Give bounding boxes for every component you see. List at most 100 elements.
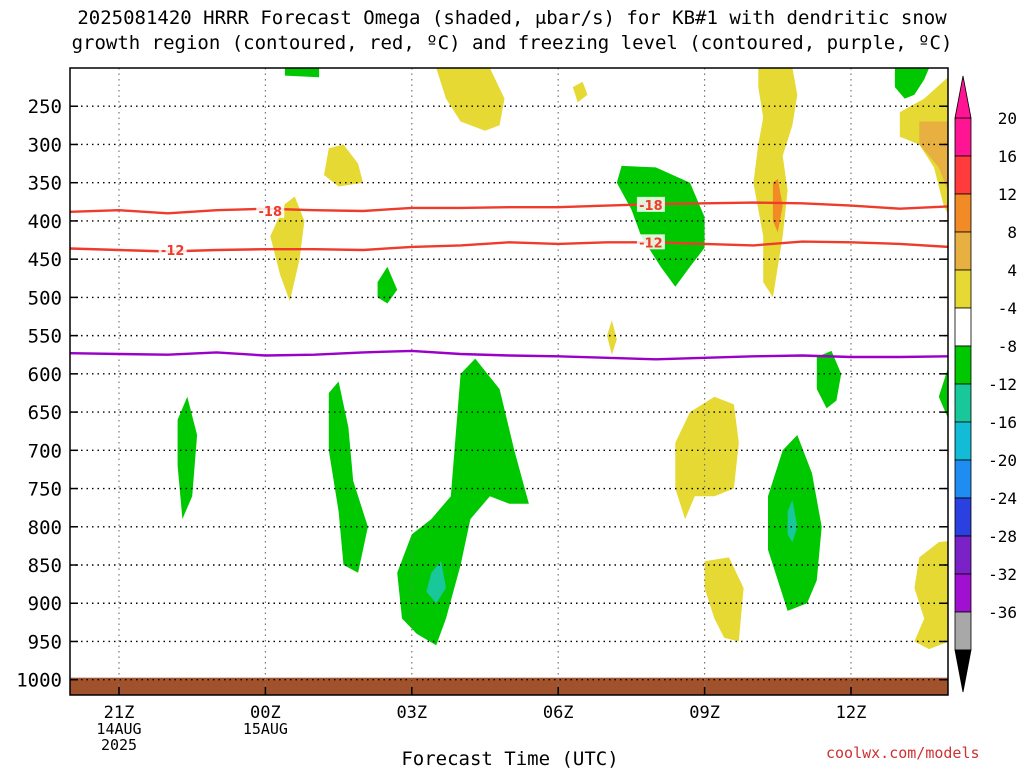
colorbar-swatch xyxy=(954,345,972,385)
colorbar-bottom-triangle xyxy=(954,649,972,693)
terrain-layer xyxy=(70,677,948,695)
x-tick-label: 03Z xyxy=(396,703,427,723)
omega-region-yellow xyxy=(675,396,739,520)
colorbar-label: 16 xyxy=(998,147,1017,166)
y-tick-label: 900 xyxy=(28,593,62,615)
colorbar-label: -4 xyxy=(998,299,1017,318)
colorbar-label: 8 xyxy=(1007,223,1017,242)
colorbar-swatch xyxy=(954,421,972,461)
colorbar-swatch xyxy=(954,155,972,195)
chart-title-line1: 2025081420 HRRR Forecast Omega (shaded, … xyxy=(77,7,947,29)
colorbar-label: -20 xyxy=(988,451,1017,470)
colorbar: 20 16 12 8 4 -4 -8 -12 -16 -20 -24 -28 -32 -36 xyxy=(954,75,1017,693)
contour-line xyxy=(70,240,948,253)
colorbar-swatch xyxy=(954,231,972,271)
y-tick-label: 800 xyxy=(28,517,62,539)
colorbar-label: -28 xyxy=(988,527,1017,546)
y-tick-label: 550 xyxy=(28,326,62,348)
y-tick-label: 700 xyxy=(28,440,62,462)
y-tick-label: 1000 xyxy=(16,670,62,692)
omega-region-green xyxy=(328,381,368,573)
omega-region-green xyxy=(397,358,529,646)
contour-line xyxy=(70,349,948,361)
x-tick-label: 15AUG xyxy=(243,720,288,738)
omega-region-yellow xyxy=(436,68,505,131)
colorbar-label: 4 xyxy=(1007,261,1017,280)
colorbar-label: -24 xyxy=(988,489,1017,508)
omega-region-green xyxy=(284,68,320,78)
y-tick-label: 250 xyxy=(28,96,62,118)
omega-region-yellow xyxy=(607,320,617,355)
colorbar-label: 20 xyxy=(998,109,1017,128)
y-tick-label: 600 xyxy=(28,364,62,386)
contour-label-bg xyxy=(158,241,187,257)
omega-region-teal xyxy=(426,561,446,604)
y-tick-label: 850 xyxy=(28,555,62,577)
colorbar-top-triangle xyxy=(954,75,972,119)
contour-label: -12 xyxy=(639,236,663,251)
colorbar-swatch xyxy=(954,117,972,157)
colorbar-swatch xyxy=(954,497,972,537)
x-tick-label: 06Z xyxy=(543,703,574,723)
contour-label-bg xyxy=(256,202,285,218)
contour-label: -12 xyxy=(161,244,185,259)
contour-label: -18 xyxy=(259,205,283,220)
site-credit: coolwx.com/models xyxy=(826,744,980,762)
omega-region-yellow xyxy=(324,144,363,187)
plot-frame xyxy=(69,67,949,696)
omega-region-green xyxy=(938,368,948,419)
colorbar-swatch xyxy=(954,193,972,233)
omega-region-green xyxy=(616,165,705,287)
contour-line xyxy=(70,201,948,215)
colorbar-swatch xyxy=(954,535,972,575)
colorbar-swatch xyxy=(954,611,972,651)
contour-label: -18 xyxy=(639,199,663,214)
omega-region-yellow xyxy=(572,81,588,103)
chart-title-line2: growth region (contoured, red, ºC) and f… xyxy=(71,32,953,54)
omega-region-green xyxy=(816,350,842,409)
grid-lines xyxy=(70,68,948,695)
colorbar-swatch xyxy=(954,573,972,613)
contour-label-bg xyxy=(636,234,665,250)
y-tick-label: 500 xyxy=(28,287,62,309)
contour-lines xyxy=(70,201,948,361)
colorbar-label: -36 xyxy=(988,603,1017,622)
contour-labels: -18 -12 -18 -12 xyxy=(158,196,665,259)
chart-title: 2025081420 HRRR Forecast Omega (shaded, … xyxy=(0,6,1024,56)
y-tick-label: 350 xyxy=(28,173,62,195)
y-tick-label: 400 xyxy=(28,211,62,233)
omega-region-yellow xyxy=(914,541,948,650)
y-axis-ticks: 250 300 350 400 450 500 550 600 650 700 750 800 850 9… xyxy=(16,96,948,692)
omega-region-gold xyxy=(919,121,948,192)
omega-region-green xyxy=(377,266,398,304)
y-tick-label: 650 xyxy=(28,402,62,424)
colorbar-swatch xyxy=(954,383,972,423)
colorbar-swatch xyxy=(954,307,972,347)
x-tick-label: 2025 xyxy=(101,736,137,754)
x-tick-label: 00Z xyxy=(250,703,281,723)
colorbar-label: -16 xyxy=(988,413,1017,432)
omega-region-teal xyxy=(787,500,798,543)
omega-region-orange xyxy=(772,178,783,233)
colorbar-swatch xyxy=(954,269,972,309)
colorbar-label: -8 xyxy=(998,337,1017,356)
colorbar-swatch xyxy=(954,459,972,499)
x-axis-label: Forecast Time (UTC) xyxy=(401,748,618,768)
x-tick-label: 12Z xyxy=(836,703,867,723)
x-tick-label: 21Z xyxy=(104,703,135,723)
y-tick-label: 300 xyxy=(28,134,62,156)
colorbar-label: 12 xyxy=(998,185,1017,204)
x-tick-label: 09Z xyxy=(689,703,720,723)
y-tick-label: 750 xyxy=(28,479,62,501)
omega-region-green xyxy=(894,68,930,99)
y-tick-label: 450 xyxy=(28,249,62,271)
contour-label-bg xyxy=(636,196,665,212)
colorbar-label: -32 xyxy=(988,565,1017,584)
terrain-bar xyxy=(70,677,948,695)
x-tick-label: 14AUG xyxy=(96,720,141,738)
y-tick-label: 950 xyxy=(28,631,62,653)
omega-region-yellow xyxy=(704,557,744,642)
colorbar-label: -12 xyxy=(988,375,1017,394)
